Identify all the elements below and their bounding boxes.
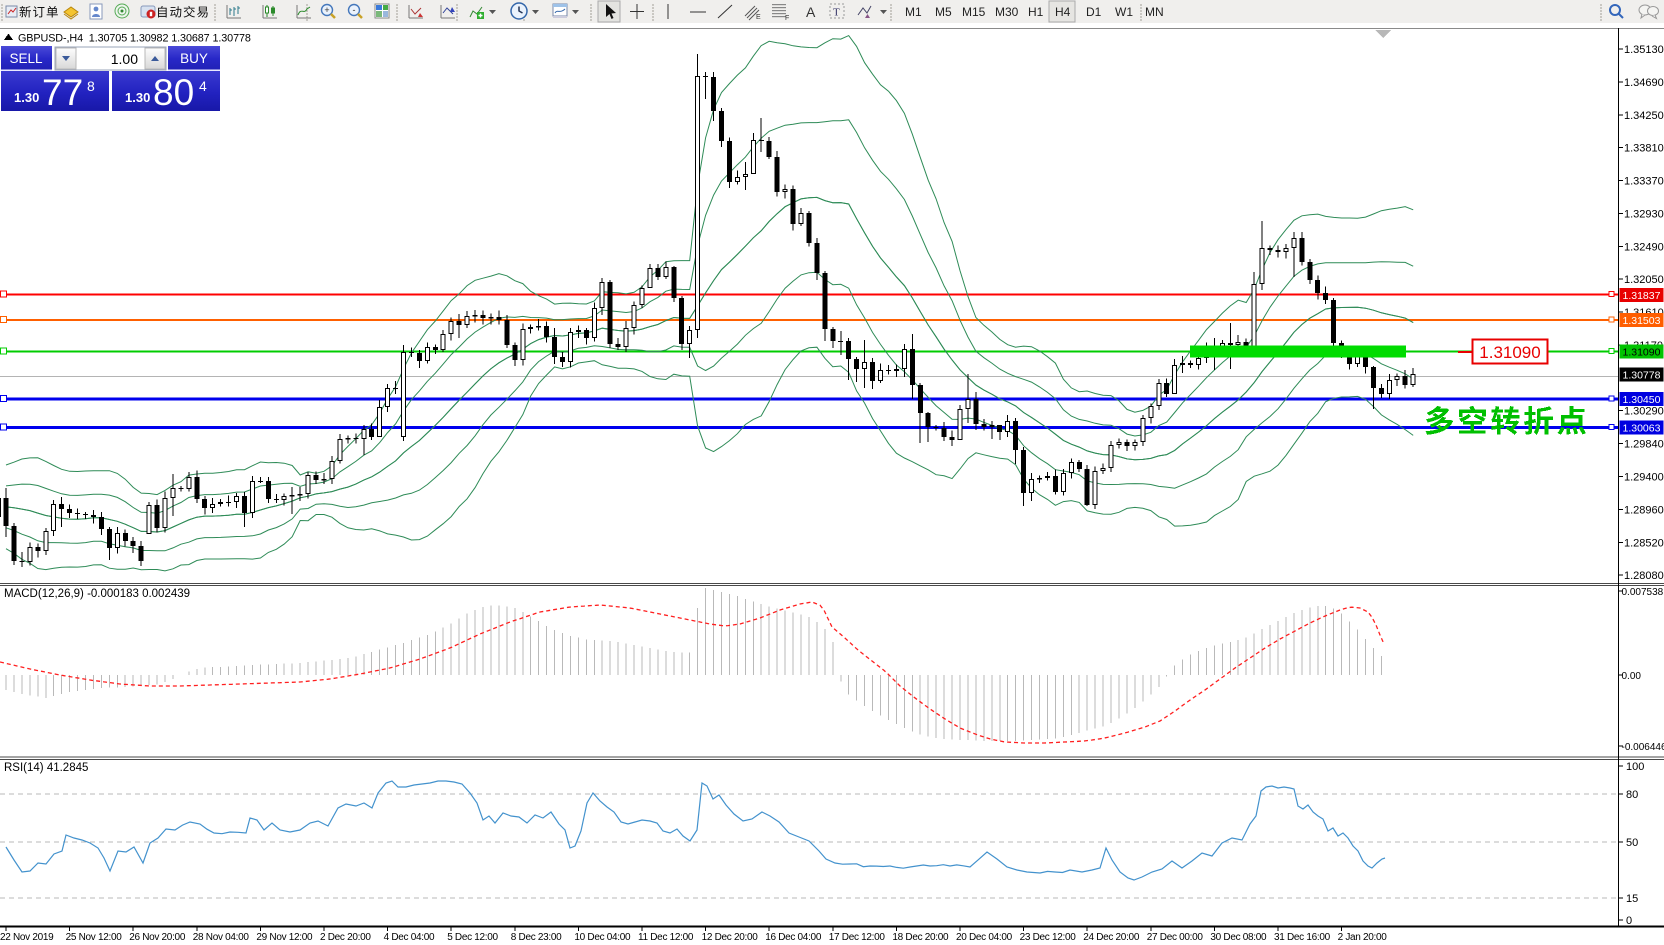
svg-text:BUY: BUY bbox=[180, 51, 208, 66]
svg-text:M30: M30 bbox=[995, 5, 1019, 19]
svg-text:1.30450: 1.30450 bbox=[1623, 394, 1661, 406]
svg-text:27 Dec 00:00: 27 Dec 00:00 bbox=[1147, 932, 1204, 943]
svg-text:1.30: 1.30 bbox=[125, 90, 150, 105]
svg-text:1.32050: 1.32050 bbox=[1624, 274, 1664, 286]
svg-text:MN: MN bbox=[1145, 5, 1164, 19]
svg-text:E: E bbox=[756, 14, 761, 21]
svg-text:1.29400: 1.29400 bbox=[1624, 472, 1664, 484]
svg-text:11 Dec 12:00: 11 Dec 12:00 bbox=[638, 932, 694, 943]
svg-text:1.33810: 1.33810 bbox=[1624, 143, 1664, 155]
svg-text:M1: M1 bbox=[905, 5, 922, 19]
svg-text:1.31090: 1.31090 bbox=[1479, 343, 1540, 362]
svg-text:4 Dec 04:00: 4 Dec 04:00 bbox=[384, 932, 435, 943]
svg-text:1.31090: 1.31090 bbox=[1623, 346, 1661, 358]
svg-text:1.30063: 1.30063 bbox=[1623, 422, 1661, 434]
svg-text:0: 0 bbox=[1626, 915, 1632, 927]
svg-text:H1: H1 bbox=[1028, 5, 1044, 19]
svg-text:5 Dec 12:00: 5 Dec 12:00 bbox=[447, 932, 498, 943]
svg-text:100: 100 bbox=[1626, 761, 1644, 773]
svg-text:1.28960: 1.28960 bbox=[1624, 504, 1664, 516]
svg-text:1.34250: 1.34250 bbox=[1624, 110, 1664, 122]
svg-text:GBPUSD-,H4 1.30705 1.30982 1.: GBPUSD-,H4 1.30705 1.30982 1.30687 1.307… bbox=[18, 33, 251, 45]
svg-text:1.33370: 1.33370 bbox=[1624, 176, 1664, 188]
svg-text:20 Dec 04:00: 20 Dec 04:00 bbox=[956, 932, 1013, 943]
svg-text:SELL: SELL bbox=[9, 51, 43, 66]
svg-text:1.34690: 1.34690 bbox=[1624, 77, 1664, 89]
svg-text:-: - bbox=[353, 5, 356, 15]
svg-text:1.32930: 1.32930 bbox=[1624, 208, 1664, 220]
svg-text:26 Nov 20:00: 26 Nov 20:00 bbox=[129, 932, 186, 943]
svg-text:0.007538: 0.007538 bbox=[1622, 587, 1664, 598]
svg-text:80: 80 bbox=[153, 72, 194, 113]
svg-text:2 Dec 20:00: 2 Dec 20:00 bbox=[320, 932, 371, 943]
svg-text:29 Nov 12:00: 29 Nov 12:00 bbox=[256, 932, 313, 943]
svg-text:F: F bbox=[785, 15, 789, 22]
svg-text:10 Dec 04:00: 10 Dec 04:00 bbox=[574, 932, 631, 943]
svg-text:80: 80 bbox=[1626, 789, 1638, 801]
svg-text:18 Dec 20:00: 18 Dec 20:00 bbox=[892, 932, 949, 943]
svg-text:D1: D1 bbox=[1086, 5, 1102, 19]
svg-text:15: 15 bbox=[1626, 893, 1638, 905]
svg-text:A: A bbox=[806, 4, 816, 20]
svg-text:16 Dec 04:00: 16 Dec 04:00 bbox=[765, 932, 822, 943]
svg-text:8: 8 bbox=[87, 78, 95, 94]
svg-text:50: 50 bbox=[1626, 837, 1638, 849]
svg-text:2 Jan 20:00: 2 Jan 20:00 bbox=[1338, 932, 1388, 943]
svg-text:1.30: 1.30 bbox=[14, 90, 39, 105]
svg-text:0.00: 0.00 bbox=[1622, 671, 1642, 682]
svg-text:8 Dec 23:00: 8 Dec 23:00 bbox=[511, 932, 562, 943]
svg-text:4: 4 bbox=[199, 78, 207, 94]
svg-text:1.28520: 1.28520 bbox=[1624, 537, 1664, 549]
svg-text:77: 77 bbox=[42, 72, 83, 113]
svg-text:1.31503: 1.31503 bbox=[1623, 315, 1661, 327]
svg-text:25 Nov 12:00: 25 Nov 12:00 bbox=[66, 932, 123, 943]
svg-text:23 Dec 12:00: 23 Dec 12:00 bbox=[1020, 932, 1077, 943]
svg-text:1.00: 1.00 bbox=[111, 51, 138, 67]
svg-text:T: T bbox=[833, 7, 840, 19]
svg-text:12 Dec 20:00: 12 Dec 20:00 bbox=[702, 932, 759, 943]
svg-text:1.28080: 1.28080 bbox=[1624, 570, 1664, 582]
svg-text:28 Nov 04:00: 28 Nov 04:00 bbox=[193, 932, 250, 943]
svg-text:1.30290: 1.30290 bbox=[1624, 406, 1664, 418]
svg-text:24 Dec 20:00: 24 Dec 20:00 bbox=[1083, 932, 1140, 943]
svg-text:22 Nov 2019: 22 Nov 2019 bbox=[0, 932, 54, 943]
svg-text:M5: M5 bbox=[935, 5, 952, 19]
svg-text:M15: M15 bbox=[962, 5, 986, 19]
svg-text:H4: H4 bbox=[1055, 5, 1071, 19]
svg-text:31 Dec 16:00: 31 Dec 16:00 bbox=[1274, 932, 1331, 943]
svg-text:1.29840: 1.29840 bbox=[1624, 439, 1664, 451]
svg-text:1.30778: 1.30778 bbox=[1623, 369, 1661, 381]
svg-text:1.31837: 1.31837 bbox=[1623, 290, 1661, 302]
svg-text:30 Dec 08:00: 30 Dec 08:00 bbox=[1210, 932, 1267, 943]
svg-text:-0.006446: -0.006446 bbox=[1622, 742, 1664, 753]
svg-text:1.35130: 1.35130 bbox=[1624, 44, 1664, 56]
svg-text:17 Dec 12:00: 17 Dec 12:00 bbox=[829, 932, 886, 943]
svg-text:1.32490: 1.32490 bbox=[1624, 241, 1664, 253]
svg-text:W1: W1 bbox=[1115, 5, 1133, 19]
svg-text:+: + bbox=[324, 5, 329, 15]
